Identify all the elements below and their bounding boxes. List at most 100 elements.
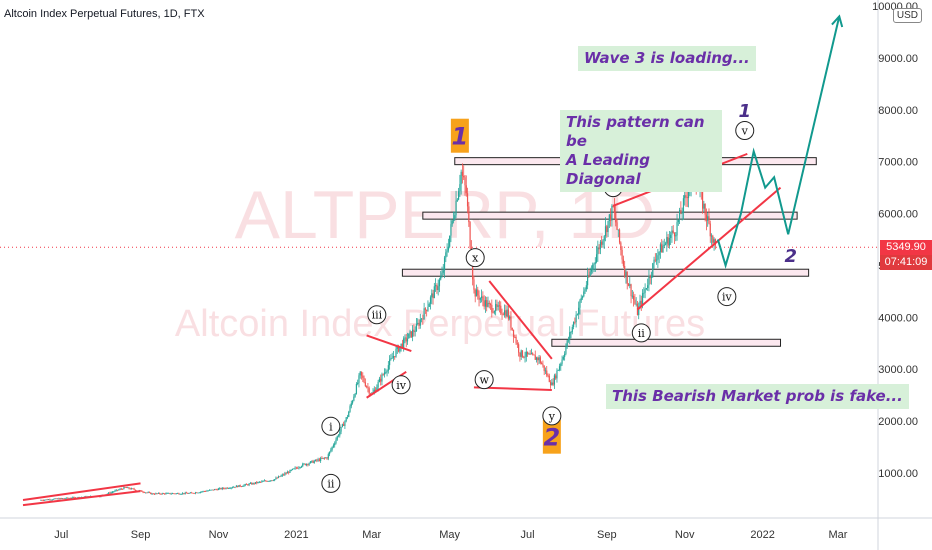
candle-body (492, 312, 494, 314)
candle-body (51, 499, 53, 501)
candle-body (629, 284, 631, 286)
candle-body (208, 489, 211, 491)
candle-body (185, 492, 188, 494)
candle-body (132, 488, 134, 490)
candle-body (280, 475, 282, 477)
candle-body (341, 424, 343, 428)
candle-body (489, 303, 492, 305)
candle-body (449, 235, 451, 247)
candle-body (122, 488, 124, 490)
candle-body (675, 235, 677, 237)
candle-body (239, 485, 241, 487)
trend-line (22, 482, 141, 501)
candle-body (363, 377, 365, 383)
candle-body (222, 487, 225, 489)
candle-body (42, 500, 45, 501)
candle-body (161, 493, 163, 495)
candle-body (113, 491, 115, 493)
y-tick-label: 8000.00 (878, 105, 918, 117)
candle-body (265, 480, 267, 482)
candle-body (538, 357, 540, 361)
candle-body (275, 477, 277, 480)
candle-body (129, 488, 131, 490)
candle-body (245, 484, 248, 485)
candle-body (139, 490, 142, 492)
candle-body (594, 262, 596, 264)
candle-body (652, 263, 654, 276)
candle-body (339, 431, 341, 436)
candle-body (199, 491, 202, 493)
candle-body (403, 338, 405, 348)
candle-body (226, 487, 228, 489)
candle-body (523, 356, 525, 358)
current-price-tag: 5349.90 (880, 240, 932, 255)
candle-body (343, 424, 345, 426)
candle-body (495, 304, 497, 312)
candle-body (295, 467, 297, 469)
candle-body (496, 304, 498, 307)
candle-body (433, 286, 435, 299)
candle-body (709, 223, 711, 237)
candle-body (206, 490, 208, 492)
candle-body (54, 498, 56, 500)
trend-line (488, 280, 553, 360)
candle-body (385, 372, 387, 373)
currency-badge[interactable]: USD (892, 8, 922, 23)
candle-body (249, 483, 251, 484)
candle-body (482, 296, 484, 301)
candle-body (320, 458, 322, 461)
candle-body (391, 357, 393, 359)
candle-body (389, 359, 391, 366)
candle-body (276, 477, 278, 479)
candle-body (558, 366, 561, 370)
candle-body (473, 279, 475, 290)
candle-body (262, 481, 264, 482)
candle-body (196, 492, 198, 494)
candle-body (334, 443, 336, 446)
support-resistance-zone (551, 338, 782, 347)
x-tick-label: Jul (521, 529, 535, 541)
candle-body (159, 493, 161, 494)
candle-body (380, 378, 382, 382)
candle-body (207, 490, 209, 492)
y-tick-label: 9000.00 (878, 53, 918, 65)
wave-label-circle (717, 287, 737, 307)
candle-body (382, 374, 384, 376)
candle-body (512, 329, 515, 337)
candle-body (653, 259, 655, 264)
candle-body (348, 411, 350, 417)
candle-body (247, 484, 249, 486)
candle-body (426, 309, 428, 311)
candle-body (261, 481, 263, 483)
candle-body (612, 205, 614, 207)
candle-body (518, 344, 520, 353)
candle-body (537, 357, 539, 361)
candle-body (346, 416, 349, 418)
candle-body (678, 209, 681, 221)
candle-body (274, 479, 276, 481)
candle-body (535, 357, 538, 360)
candle-body (335, 439, 337, 444)
wave-label-text: iv (722, 291, 733, 304)
candle-body (446, 250, 448, 253)
candle-body (47, 499, 50, 501)
wave-label-minor: 1 (738, 101, 751, 122)
candle-body (228, 488, 230, 490)
candle-body (234, 486, 236, 488)
candle-body (532, 353, 534, 355)
note-wave-3: Wave 3 is loading... (578, 46, 756, 71)
candle-body (442, 270, 444, 273)
candle-body (520, 350, 522, 357)
candle-body (635, 303, 637, 305)
wave-label-circle (735, 121, 755, 141)
candle-body (111, 491, 114, 493)
candle-body (659, 244, 662, 252)
candle-body (684, 195, 686, 199)
candle-body (455, 200, 457, 216)
candle-body (505, 310, 507, 317)
candle-body (331, 446, 333, 450)
candle-body (77, 497, 79, 498)
candle-body (116, 489, 119, 491)
candle-body (429, 297, 432, 304)
